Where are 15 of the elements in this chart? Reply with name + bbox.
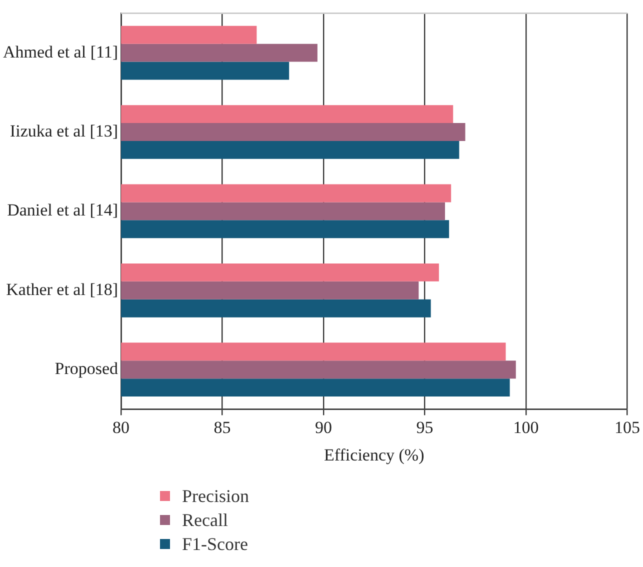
x-tick-label: 80	[112, 418, 130, 437]
x-tick-label: 105	[614, 418, 640, 437]
y-tick-label: Proposed	[54, 359, 119, 378]
legend-label: F1-Score	[182, 534, 248, 554]
x-tick-label: 90	[315, 418, 332, 437]
legend-label: Precision	[182, 486, 249, 506]
y-tick-label: Ahmed et al [11]	[2, 42, 118, 62]
y-tick-label: Daniel et al [14]	[7, 200, 118, 220]
y-tick-label: Iizuka et al [13]	[10, 121, 118, 140]
legend-label: Recall	[182, 510, 228, 530]
x-tick-label: 85	[214, 418, 231, 437]
x-tick-label: 100	[513, 418, 539, 437]
x-tick-label: 95	[416, 418, 434, 437]
x-axis-title: Efficiency (%)	[324, 445, 424, 464]
y-tick-label: Kather et al [18]	[6, 280, 118, 299]
